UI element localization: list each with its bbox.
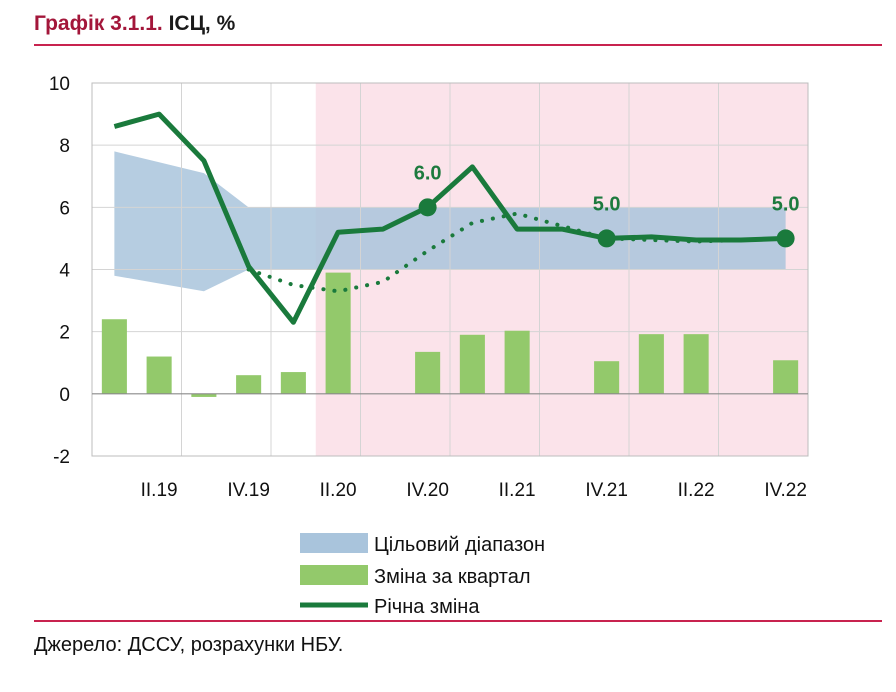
x-tick-label: IV.20 bbox=[406, 480, 449, 501]
bar-II.22 bbox=[683, 334, 709, 394]
bar-II.21 bbox=[504, 330, 530, 394]
y-tick-label: 6 bbox=[59, 198, 70, 219]
chart-title: Графік 3.1.1. ІСЦ, % bbox=[34, 12, 235, 36]
bottom-rule bbox=[34, 620, 882, 622]
data-label-IV.22: 5.0 bbox=[772, 193, 800, 215]
x-tick-label: II.19 bbox=[141, 480, 178, 501]
x-tick-label: II.20 bbox=[320, 480, 357, 501]
data-label-IV.21: 5.0 bbox=[593, 193, 621, 215]
legend-label: Зміна за квартал bbox=[374, 566, 531, 588]
legend-label: Річна зміна bbox=[374, 596, 480, 618]
x-tick-label: IV.19 bbox=[227, 480, 270, 501]
bar-II.19 bbox=[146, 356, 172, 394]
bar-II.20 bbox=[325, 272, 351, 394]
y-tick-label: 8 bbox=[59, 136, 70, 157]
legend-label: Цільовий діапазон bbox=[374, 534, 545, 556]
plot-frame bbox=[91, 82, 809, 457]
x-tick-label: IV.21 bbox=[585, 480, 628, 501]
top-rule bbox=[34, 44, 882, 46]
marker-IV.20 bbox=[418, 198, 437, 217]
chart-number: Графік 3.1.1. bbox=[34, 12, 163, 35]
y-tick-label: -2 bbox=[53, 447, 70, 468]
cpi-chart: 6.0 5.0 5.0 10 8 6 4 2 0 -2 II.19 IV.19 II.20 IV.20… bbox=[49, 74, 809, 618]
y-tick-label: 2 bbox=[59, 323, 70, 344]
bar-IV.22 bbox=[773, 360, 799, 394]
marker-IV.22 bbox=[776, 229, 795, 248]
bar-I.22 bbox=[638, 334, 664, 394]
chart-title-text: ІСЦ, % bbox=[168, 12, 236, 35]
bar-I.20 bbox=[280, 372, 306, 394]
bar-IV.21 bbox=[594, 361, 620, 394]
legend-swatch-bars bbox=[300, 565, 368, 585]
source-note: Джерело: ДССУ, розрахунки НБУ. bbox=[34, 634, 344, 656]
x-tick-label: IV.22 bbox=[764, 480, 807, 501]
marker-IV.21 bbox=[597, 229, 616, 248]
y-tick-label: 4 bbox=[59, 261, 70, 282]
y-tick-label: 0 bbox=[59, 385, 70, 406]
x-tick-label: II.22 bbox=[678, 480, 715, 501]
bar-I.19 bbox=[101, 319, 127, 394]
bar-IV.20 bbox=[415, 351, 441, 394]
x-tick-label: II.21 bbox=[499, 480, 536, 501]
bar-III.19 bbox=[191, 393, 217, 397]
bar-I.21 bbox=[459, 334, 485, 394]
annual-change-line bbox=[113, 111, 786, 325]
legend-swatch-band bbox=[300, 533, 368, 553]
data-label-IV.20: 6.0 bbox=[414, 162, 442, 184]
y-tick-label: 10 bbox=[49, 74, 70, 95]
bar-IV.19 bbox=[236, 375, 262, 394]
